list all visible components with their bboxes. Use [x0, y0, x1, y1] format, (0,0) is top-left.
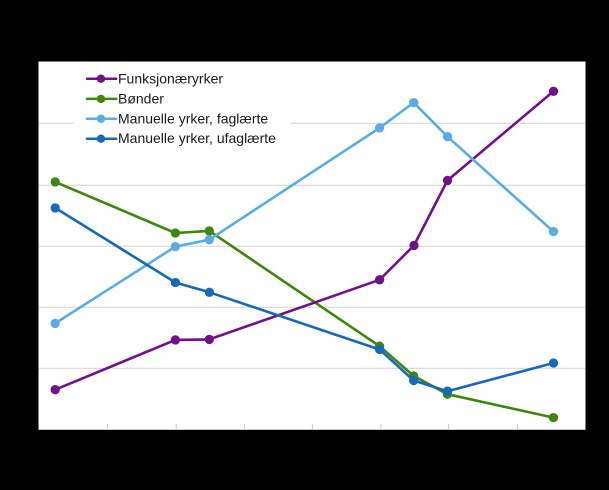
svg-text:Manuelle yrker, ufaglærte: Manuelle yrker, ufaglærte [118, 130, 276, 146]
svg-text:Manuelle yrker, faglærte: Manuelle yrker, faglærte [118, 110, 268, 126]
svg-text:Bønder: Bønder [118, 91, 164, 107]
svg-text:Funksjonæryrker: Funksjonæryrker [118, 70, 223, 86]
